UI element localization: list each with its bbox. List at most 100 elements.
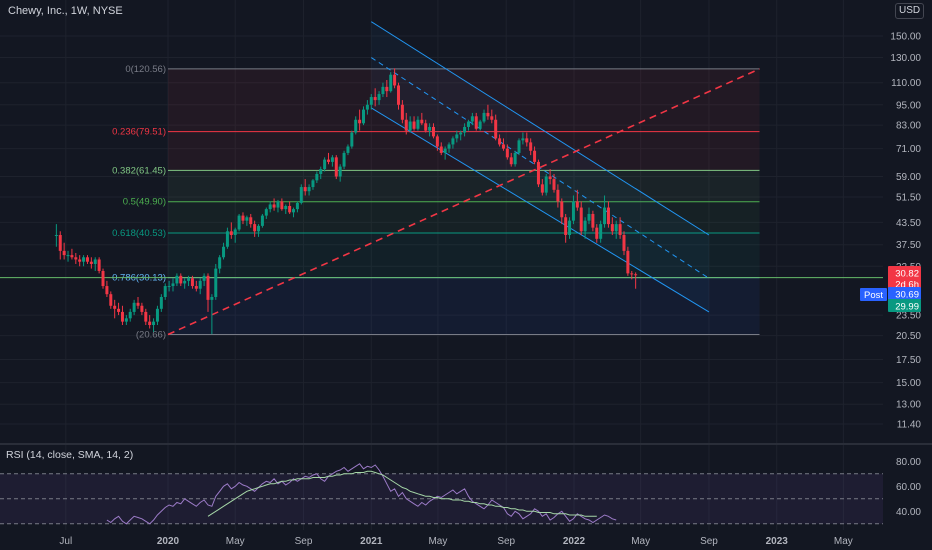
candle-body	[517, 140, 521, 153]
post-price-label: 30.69	[895, 290, 919, 301]
fib-level-label: 0(120.56)	[125, 64, 166, 75]
candle-body	[525, 138, 529, 143]
candle-body	[323, 159, 327, 170]
time-tick-label: May	[428, 536, 447, 547]
candle-body	[58, 235, 62, 251]
rsi-panel	[0, 463, 883, 525]
candle-body	[435, 136, 439, 147]
candle-body	[62, 250, 66, 256]
candle-body	[299, 187, 303, 203]
currency-button[interactable]: USD	[895, 3, 925, 19]
candle-body	[474, 116, 478, 129]
candle-body	[610, 224, 614, 232]
rsi-tick-label: 60.00	[896, 482, 921, 493]
candle-body	[416, 119, 420, 129]
channel-median-line	[371, 57, 710, 279]
candle-body	[260, 215, 264, 226]
candle-body	[315, 173, 319, 181]
candlestick-series	[54, 68, 638, 335]
candle-body	[295, 202, 299, 210]
candle-body	[404, 119, 408, 131]
candle-body	[280, 201, 284, 210]
fib-zone	[168, 233, 760, 278]
candle-body	[117, 308, 121, 312]
price-tick-label: 20.50	[896, 331, 921, 342]
candle-body	[400, 104, 404, 120]
candle-body	[179, 275, 183, 284]
rsi-tick-label: 40.00	[896, 507, 921, 518]
candle-body	[431, 126, 435, 137]
fib-level-label: 0.382(61.45)	[112, 165, 166, 176]
candle-body	[249, 217, 253, 225]
channel-boundary-line	[371, 107, 710, 313]
rsi-sma-line	[207, 470, 597, 517]
candle-body	[97, 259, 101, 271]
candle-body	[167, 286, 171, 288]
candle-body	[109, 294, 113, 306]
time-tick-label: May	[631, 536, 650, 547]
candle-body	[245, 217, 249, 221]
candle-body	[552, 179, 556, 190]
symbol-title[interactable]: Chewy, Inc., 1W, NYSE	[8, 5, 123, 17]
fib-zone	[168, 68, 760, 132]
candle-body	[365, 104, 369, 110]
candle-body	[327, 159, 331, 162]
candle-body	[54, 235, 58, 237]
candle-body	[498, 138, 502, 145]
candle-body	[494, 119, 498, 139]
candle-body	[622, 235, 626, 251]
candle-body	[237, 215, 241, 230]
candle-body	[284, 205, 288, 210]
price-tick-label: 150.00	[890, 32, 921, 43]
candle-body	[587, 213, 591, 221]
candle-body	[202, 275, 206, 281]
candle-body	[183, 280, 187, 284]
candle-body	[334, 157, 338, 177]
candle-body	[93, 259, 97, 264]
candle-body	[101, 270, 105, 287]
candle-body	[439, 146, 443, 153]
candle-body	[190, 278, 194, 287]
price-tick-label: 23.50	[896, 311, 921, 322]
candle-body	[272, 204, 276, 208]
candle-body	[159, 296, 163, 309]
time-tick-label: Jul	[59, 536, 72, 547]
last-price-label: 30.82	[895, 269, 919, 280]
candle-body	[583, 220, 587, 232]
time-tick-label: 2021	[360, 536, 383, 547]
candle-body	[420, 119, 424, 124]
candle-body	[564, 217, 568, 236]
candle-body	[486, 112, 490, 117]
candle-body	[66, 255, 70, 257]
candle-body	[595, 227, 599, 239]
candle-body	[82, 257, 86, 262]
candle-body	[276, 201, 280, 208]
candle-body	[155, 308, 159, 322]
candle-body	[618, 224, 622, 236]
candle-body	[501, 144, 505, 149]
price-tick-label: 110.00	[891, 78, 921, 89]
candle-body	[148, 321, 152, 326]
candle-body	[105, 286, 109, 295]
candle-body	[257, 225, 261, 232]
price-tick-label: 43.50	[896, 218, 921, 229]
candle-body	[113, 305, 117, 309]
price-tick-label: 11.40	[897, 420, 922, 431]
candle-body	[198, 280, 202, 289]
candle-body	[354, 119, 358, 133]
last-price-label-bg	[888, 266, 921, 279]
fib-zone	[168, 277, 760, 335]
candle-body	[171, 283, 175, 287]
candle-body	[560, 201, 564, 218]
post-badge: Post	[864, 290, 883, 301]
price-tick-label: 71.00	[896, 144, 921, 155]
candle-body	[330, 157, 334, 162]
candle-body	[533, 150, 537, 162]
candle-body	[443, 148, 447, 153]
candle-body	[482, 112, 486, 122]
low-price-label-bg	[888, 299, 921, 312]
candle-body	[85, 257, 89, 262]
rsi-title[interactable]: RSI (14, close, SMA, 14, 2)	[6, 449, 134, 461]
